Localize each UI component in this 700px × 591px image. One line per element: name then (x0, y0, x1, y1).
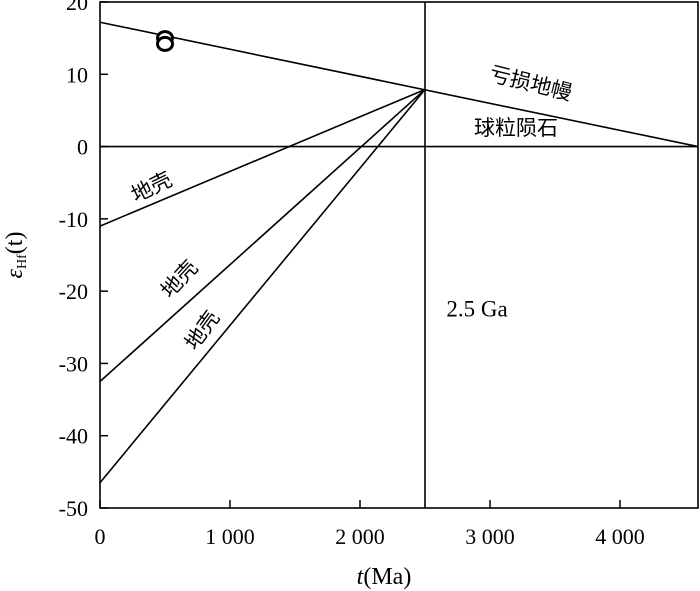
data-point-1 (156, 35, 174, 52)
y-tick-label: 10 (66, 62, 88, 87)
x-tick-label: 1 000 (205, 524, 255, 549)
series-line-2 (99, 88, 426, 227)
annotation-4: 地壳 (180, 306, 224, 354)
y-tick-label: -50 (59, 496, 88, 521)
y-axis-label-arg: (t) (2, 232, 28, 255)
x-tick-label: 3 000 (465, 524, 515, 549)
y-tick-label: -20 (59, 279, 88, 304)
y-tick-label: 20 (66, 0, 88, 15)
series-layer (99, 2, 699, 508)
y-tick-label: -10 (59, 207, 88, 232)
x-tick-label: 0 (95, 524, 106, 549)
x-tick-label: 4 000 (595, 524, 645, 549)
x-axis-label-var: t (357, 564, 365, 590)
y-tick-label: 0 (77, 135, 88, 160)
x-axis-label-unit: (Ma) (363, 564, 411, 590)
tick-layer: 0 1 000 2 000 3 000 4 000 20 10 0 -10 -20 -30 -40 -5… (59, 0, 645, 549)
y-axis-label-epsilon: ε (2, 268, 28, 278)
y-tick-label: -30 (59, 351, 88, 376)
annotation-1: 球粒陨石 (474, 116, 558, 140)
x-tick-label: 2 000 (335, 524, 385, 549)
plot-frame (99, 1, 699, 509)
series-line-4 (99, 88, 426, 484)
y-tick-label: -40 (59, 424, 88, 449)
annotation-2: 地壳 (127, 167, 175, 207)
y-axis-label: εHf(t) (2, 232, 30, 279)
annotation-5: 2.5 Ga (446, 296, 507, 321)
series-line-3 (99, 88, 426, 383)
plot-border (99, 1, 699, 509)
series-line-0 (99, 21, 699, 148)
y-axis-label-subscript: Hf (15, 254, 30, 269)
marker-layer (156, 30, 174, 52)
annotation-0: 亏损地幔 (487, 62, 574, 106)
x-axis-label: t(Ma) (357, 564, 412, 590)
